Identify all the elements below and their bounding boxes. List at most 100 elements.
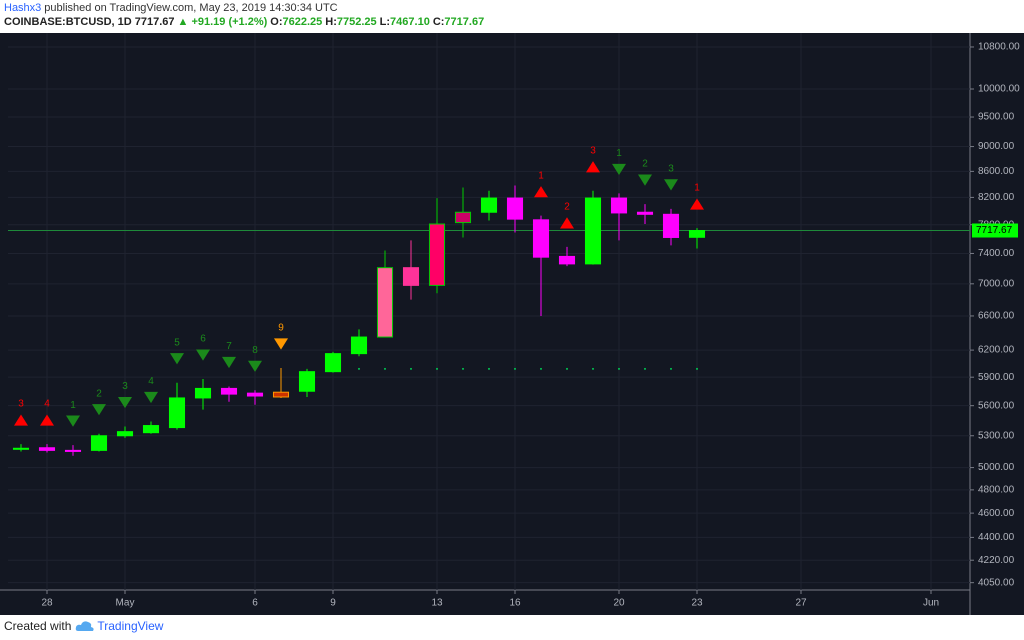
candle-body [454,211,472,224]
setup-count: 8 [252,345,258,356]
candle-body [272,391,290,398]
setup-count: 2 [564,202,570,213]
setup-count: 5 [174,337,180,348]
y-tick-label: 10000.00 [978,84,1020,95]
setup-marker [92,404,106,416]
chart-background [0,33,1024,615]
setup-marker [40,414,54,426]
candle-body [428,223,446,286]
y-tick-label: 9000.00 [978,141,1015,152]
support-dot [462,367,464,370]
x-tick-label: 6 [252,598,258,609]
support-dot [358,367,360,370]
candle-body [194,387,212,399]
y-tick-label: 4220.00 [978,555,1015,566]
y-tick-label: 10800.00 [978,42,1020,53]
y-tick-label: 5300.00 [978,430,1015,441]
support-dot [618,367,620,370]
x-tick-label: 23 [691,598,703,609]
ohlc-fields: O:7622.25 H:7752.25 L:7467.10 C:7717.67 [270,16,487,28]
last-price-box [972,223,1018,238]
support-dot [410,367,412,370]
y-tick-label: 5000.00 [978,462,1015,473]
setup-count: 3 [18,399,24,410]
y-tick-label: 4050.00 [978,577,1015,588]
last: 7717.67 [134,16,175,28]
candle-body [64,449,82,452]
setup-marker [690,198,704,210]
setup-marker [170,353,184,365]
candle-body [168,397,186,429]
y-tick-label: 5600.00 [978,400,1015,411]
support-dot [592,367,594,370]
candle-body [116,431,134,437]
quote-line: COINBASE:BTCUSD, 1D 7717.67 ▲ +91.19 (+1.2… [4,15,490,29]
y-tick-label: 8600.00 [978,166,1015,177]
setup-marker [664,179,678,191]
candle-body [532,219,550,258]
author[interactable]: Hashx3 [4,2,42,14]
field-label: O: [270,16,283,28]
brand-logo [76,621,95,631]
y-tick-label: 4400.00 [978,532,1015,543]
candle-body [584,197,602,265]
y-tick-label: 8200.00 [978,192,1015,203]
x-tick-label: Jun [923,598,939,609]
candle-body [402,267,420,286]
support-dot [436,367,438,370]
setup-marker [196,349,210,361]
y-tick-label: 6600.00 [978,311,1015,322]
y-tick-label: 6200.00 [978,345,1015,356]
change: ▲ +91.19 (+1.2%) [177,16,268,28]
support-dot [488,367,490,370]
support-dot [540,367,542,370]
field-label: H: [325,16,337,28]
setup-count: 1 [538,170,544,181]
candle-body [90,435,108,451]
setup-count: 1 [694,183,700,194]
setup-count: 2 [642,159,648,170]
setup-marker [586,161,600,173]
setup-count: 6 [200,334,206,345]
header: Hashx3 published on TradingView.com, May … [4,1,490,29]
setup-marker [144,391,158,404]
x-tick-label: 27 [795,598,807,609]
candle-body [12,447,30,450]
x-tick-label: 9 [330,598,336,609]
field-label: L: [379,16,391,28]
y-tick-label: 7000.00 [978,278,1015,289]
setup-count: 3 [668,163,674,174]
support-dot [566,367,568,370]
symbol: COINBASE:BTCUSD, 1D [4,16,132,28]
setup-marker [222,356,236,369]
brand[interactable]: TradingView [97,619,164,633]
x-tick-label: 16 [509,598,521,609]
setup-count: 4 [44,399,50,410]
candle-body [480,197,498,213]
y-tick-label: 7400.00 [978,248,1015,259]
published: published on TradingView.com, May 23, 20… [44,2,338,14]
setup-count: 1 [616,148,622,159]
setup-count: 7 [226,341,232,352]
y-tick-label: 5900.00 [978,372,1015,383]
setup-count: 4 [148,376,154,387]
y-tick-label: 9500.00 [978,112,1015,123]
setup-marker [534,186,548,198]
field-value: 7752.25 [336,16,377,28]
candle-body [350,336,368,355]
candle-body [636,211,654,215]
setup-marker [118,396,132,409]
candle-body [506,197,524,220]
x-tick-label: May [116,598,135,609]
setup-count: 9 [278,323,284,334]
candle-body [246,392,264,397]
candle-body [142,425,160,434]
publish-line: Hashx3 published on TradingView.com, May … [4,1,490,15]
field-value: 7622.25 [282,16,323,28]
field-label: C: [432,16,445,28]
last-price-label: 7717.67 [976,225,1013,236]
y-tick-label: 4600.00 [978,508,1015,519]
setup-marker [66,415,80,427]
x-tick-label: 28 [41,598,53,609]
candle-body [376,267,394,338]
